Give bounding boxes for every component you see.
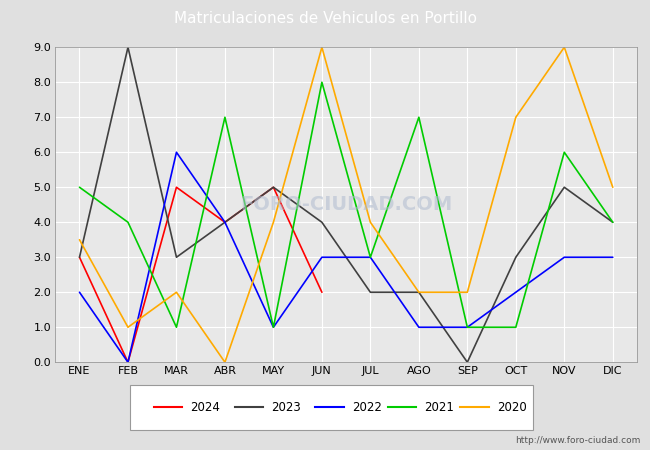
- Text: 2023: 2023: [271, 401, 301, 414]
- Text: 2024: 2024: [190, 401, 220, 414]
- Text: 2022: 2022: [352, 401, 382, 414]
- Text: 2021: 2021: [424, 401, 454, 414]
- Text: FORO-CIUDAD.COM: FORO-CIUDAD.COM: [240, 195, 452, 214]
- Text: Matriculaciones de Vehiculos en Portillo: Matriculaciones de Vehiculos en Portillo: [174, 11, 476, 26]
- Text: 2020: 2020: [497, 401, 526, 414]
- Text: http://www.foro-ciudad.com: http://www.foro-ciudad.com: [515, 436, 640, 445]
